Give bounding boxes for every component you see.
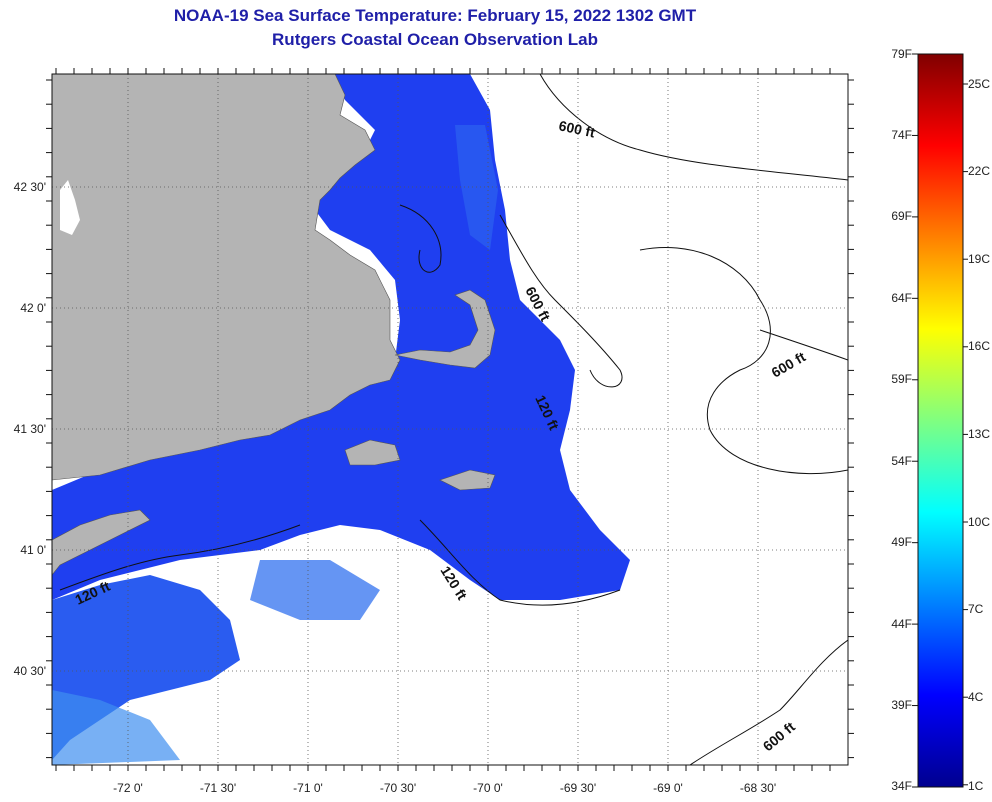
colorbar-fahrenheit-labels: 79F 74F 69F 64F 59F 54F 49F 44F 39F 34F xyxy=(891,47,912,793)
colorbar-f-label: 54F xyxy=(891,454,912,468)
lat-label: 42 0' xyxy=(20,301,46,315)
colorbar-f-label: 34F xyxy=(891,779,912,793)
colorbar-f-label: 69F xyxy=(891,209,912,223)
land-cape-cod xyxy=(394,289,496,369)
colorbar-f-label: 49F xyxy=(891,535,912,549)
colorbar-f-label: 39F xyxy=(891,698,912,712)
colorbar xyxy=(917,53,964,788)
lon-label: -70 0' xyxy=(473,781,503,795)
colorbar-c-label: 19C xyxy=(968,252,990,266)
map-border xyxy=(51,73,849,766)
land-marthas-vineyard xyxy=(344,439,401,466)
colorbar-f-label: 59F xyxy=(891,372,912,386)
colorbar-f-label: 64F xyxy=(891,291,912,305)
colorbar-c-label: 13C xyxy=(968,427,990,441)
colorbar-c-label: 4C xyxy=(968,690,984,704)
water-scatter-south xyxy=(52,690,180,765)
water-scatter-east xyxy=(250,560,380,620)
colorbar-ticks xyxy=(912,53,968,788)
lon-label: -72 0' xyxy=(113,781,143,795)
colorbar-c-label: 1C xyxy=(968,779,984,793)
water-offshore-patch xyxy=(455,125,498,250)
lon-label: -68 30' xyxy=(740,781,776,795)
axis-ticks xyxy=(46,68,854,771)
lat-label: 40 30' xyxy=(14,664,46,678)
contour-label: 600 ft xyxy=(557,117,596,140)
colorbar-f-label: 74F xyxy=(891,128,912,142)
graticule xyxy=(52,74,848,765)
lat-label: 41 0' xyxy=(20,543,46,557)
colorbar-f-label: 79F xyxy=(891,47,912,61)
lon-label: -71 30' xyxy=(200,781,236,795)
colorbar-c-label: 10C xyxy=(968,515,990,529)
bathymetry-contours xyxy=(59,74,848,765)
lon-label: -71 0' xyxy=(293,781,323,795)
map-subtitle: Rutgers Coastal Ocean Observation Lab xyxy=(272,30,598,49)
colorbar-celsius-labels: 25C 22C 19C 16C 13C 10C 7C 4C 1C xyxy=(968,77,990,793)
land-long-island xyxy=(52,509,151,576)
colorbar-c-label: 25C xyxy=(968,77,990,91)
colorbar-c-label: 22C xyxy=(968,164,990,178)
inland-cloud-patch xyxy=(60,180,80,235)
lat-label: 41 30' xyxy=(14,422,46,436)
longitude-labels: -72 0' -71 30' -71 0' -70 30' -70 0' -69… xyxy=(113,781,776,795)
lon-label: -69 30' xyxy=(560,781,596,795)
lat-label: 42 30' xyxy=(14,180,46,194)
colorbar-f-label: 44F xyxy=(891,617,912,631)
latitude-labels: 42 30' 42 0' 41 30' 41 0' 40 30' xyxy=(14,180,46,678)
map-title: NOAA-19 Sea Surface Temperature: Februar… xyxy=(173,6,697,25)
colorbar-c-label: 16C xyxy=(968,339,990,353)
land-new-england xyxy=(52,74,401,481)
lon-label: -70 30' xyxy=(380,781,416,795)
lon-label: -69 0' xyxy=(653,781,683,795)
land-nantucket xyxy=(439,469,496,491)
colorbar-c-label: 7C xyxy=(968,602,984,616)
